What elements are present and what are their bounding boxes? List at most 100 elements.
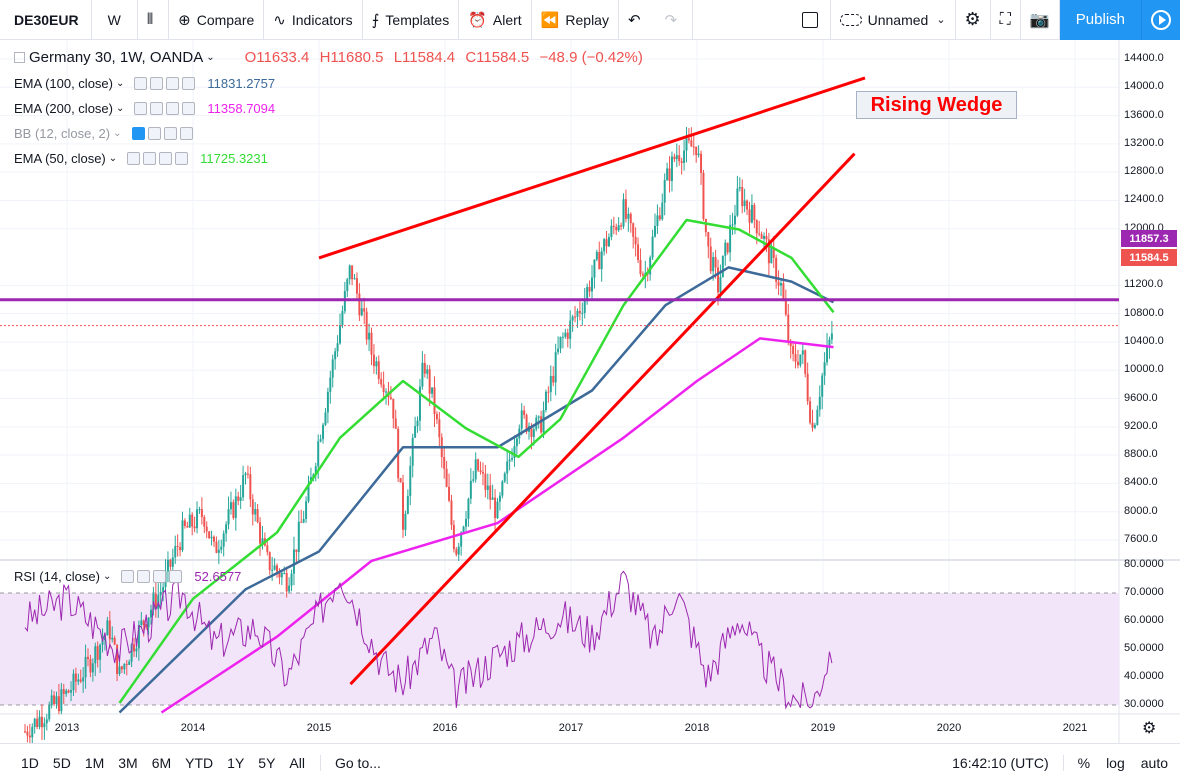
candle-body	[360, 308, 363, 316]
indicators-button[interactable]: ∿ Indicators	[264, 0, 363, 40]
candle-body	[229, 502, 232, 510]
range-button[interactable]: 3M	[118, 755, 138, 771]
select-button[interactable]	[790, 0, 831, 40]
chevron-down-icon[interactable]: ⌄	[116, 78, 125, 89]
range-button[interactable]: 1Y	[227, 755, 245, 771]
eye-icon[interactable]	[121, 570, 135, 583]
alert-button[interactable]: ⏰ Alert	[459, 0, 532, 40]
collapse-icon[interactable]	[14, 52, 25, 63]
range-button[interactable]: All	[289, 755, 305, 771]
undo-button[interactable]: ↶	[619, 0, 656, 40]
compare-label: Compare	[196, 11, 255, 28]
gear-icon[interactable]	[150, 77, 164, 90]
close-icon[interactable]	[175, 152, 189, 165]
chevron-down-icon[interactable]: ⌄	[116, 103, 125, 114]
log-toggle[interactable]: log	[1096, 755, 1131, 771]
candle-body	[784, 299, 787, 315]
layout-menu[interactable]: Unnamed ⌄	[831, 0, 956, 40]
candle-body	[748, 209, 751, 223]
plus-icon[interactable]	[163, 127, 177, 140]
hidden-eye-icon[interactable]	[131, 127, 145, 140]
fullscreen-button[interactable]: ⛶	[991, 0, 1021, 40]
price-tick-label: 12800.0	[1124, 165, 1164, 178]
candle-body	[566, 332, 569, 339]
candle-body	[416, 420, 419, 427]
candle-body	[414, 426, 417, 438]
symbol-search[interactable]: DE30EUR	[0, 0, 92, 40]
range-button[interactable]: 5D	[52, 755, 71, 771]
candle-body	[179, 547, 182, 551]
rsi-tick-label: 40.0000	[1124, 670, 1164, 682]
candle-body	[326, 391, 329, 413]
settings-button[interactable]: ⚙	[956, 0, 991, 40]
plus-icon[interactable]	[153, 570, 167, 583]
ema200-legend[interactable]: EMA (200, close) ⌄ 11358.7094	[14, 101, 275, 116]
chevron-down-icon[interactable]: ⌄	[113, 128, 122, 139]
gear-icon[interactable]	[143, 152, 157, 165]
close-icon[interactable]	[182, 102, 196, 115]
plus-icon[interactable]	[166, 102, 180, 115]
chart-canvas[interactable]	[0, 40, 1180, 743]
goto-button[interactable]: Go to...	[319, 755, 395, 771]
close-value: C11584.5	[465, 49, 530, 66]
close-icon[interactable]	[169, 570, 183, 583]
gear-icon[interactable]	[147, 127, 161, 140]
candle-body	[278, 571, 281, 578]
candle-body	[128, 661, 131, 665]
price-tick-label: 8400.0	[1124, 476, 1158, 489]
range-button[interactable]: 6M	[151, 755, 172, 771]
eye-icon[interactable]	[134, 102, 148, 115]
candle-body	[826, 345, 829, 363]
candle-body	[554, 352, 557, 383]
close-icon[interactable]	[179, 127, 193, 140]
percent-label: %	[1077, 755, 1091, 771]
redo-button[interactable]: ↷	[656, 0, 694, 40]
gear-icon[interactable]	[137, 570, 151, 583]
replay-button[interactable]: ⏪ Replay	[532, 0, 619, 40]
candle-body	[399, 478, 402, 483]
candle-body	[176, 546, 179, 548]
ema50-legend[interactable]: EMA (50, close) ⌄ 11725.3231	[14, 151, 268, 166]
candle-body	[811, 422, 814, 428]
play-button[interactable]	[1142, 0, 1180, 40]
last-price-tag: 11584.5	[1121, 249, 1177, 266]
close-icon[interactable]	[182, 77, 196, 90]
rsi-legend[interactable]: RSI (14, close) ⌄ 52.6577	[14, 569, 241, 584]
ema100-legend[interactable]: EMA (100, close) ⌄ 11831.2757	[14, 76, 275, 91]
chevron-down-icon[interactable]: ⌄	[108, 153, 118, 164]
auto-toggle[interactable]: auto	[1131, 755, 1180, 771]
gear-icon[interactable]	[150, 102, 164, 115]
templates-button[interactable]: ⨍ Templates	[363, 0, 460, 40]
candle-body	[385, 391, 388, 393]
publish-button[interactable]: Publish	[1059, 0, 1142, 40]
chevron-down-icon[interactable]: ⌄	[206, 52, 215, 63]
plus-icon[interactable]	[159, 152, 173, 165]
candle-body	[583, 298, 586, 313]
candle-body	[84, 656, 87, 678]
percent-toggle[interactable]: %	[1064, 755, 1096, 771]
rising-wedge-annotation[interactable]: Rising Wedge	[856, 91, 1017, 119]
candle-body	[372, 354, 375, 367]
candle-body	[673, 156, 676, 160]
plus-icon[interactable]	[166, 77, 180, 90]
bb-legend[interactable]: BB (12, close, 2) ⌄	[14, 126, 202, 141]
candle-body	[96, 646, 99, 660]
candle-body	[481, 471, 484, 474]
snapshot-button[interactable]: 📷	[1021, 0, 1060, 40]
utc-clock[interactable]: 16:42:10 (UTC)	[938, 755, 1064, 771]
resistance-value: 11857.3	[1129, 232, 1169, 245]
alert-label: Alert	[492, 11, 522, 28]
gear-icon[interactable]: ⚙	[1142, 720, 1157, 737]
chevron-down-icon[interactable]: ⌄	[102, 571, 112, 582]
chart-style-button[interactable]: ⫴	[138, 0, 170, 40]
range-button[interactable]: YTD	[185, 755, 214, 771]
eye-icon[interactable]	[134, 77, 148, 90]
candle-body	[494, 497, 497, 519]
range-button[interactable]: 1D	[21, 755, 39, 771]
interval-button[interactable]: W	[92, 0, 138, 40]
eye-icon[interactable]	[127, 152, 141, 165]
compare-button[interactable]: ⊕ Compare	[169, 0, 265, 40]
range-button[interactable]: 5Y	[258, 755, 276, 771]
range-button[interactable]: 1M	[84, 755, 105, 771]
candle-body	[678, 155, 681, 162]
